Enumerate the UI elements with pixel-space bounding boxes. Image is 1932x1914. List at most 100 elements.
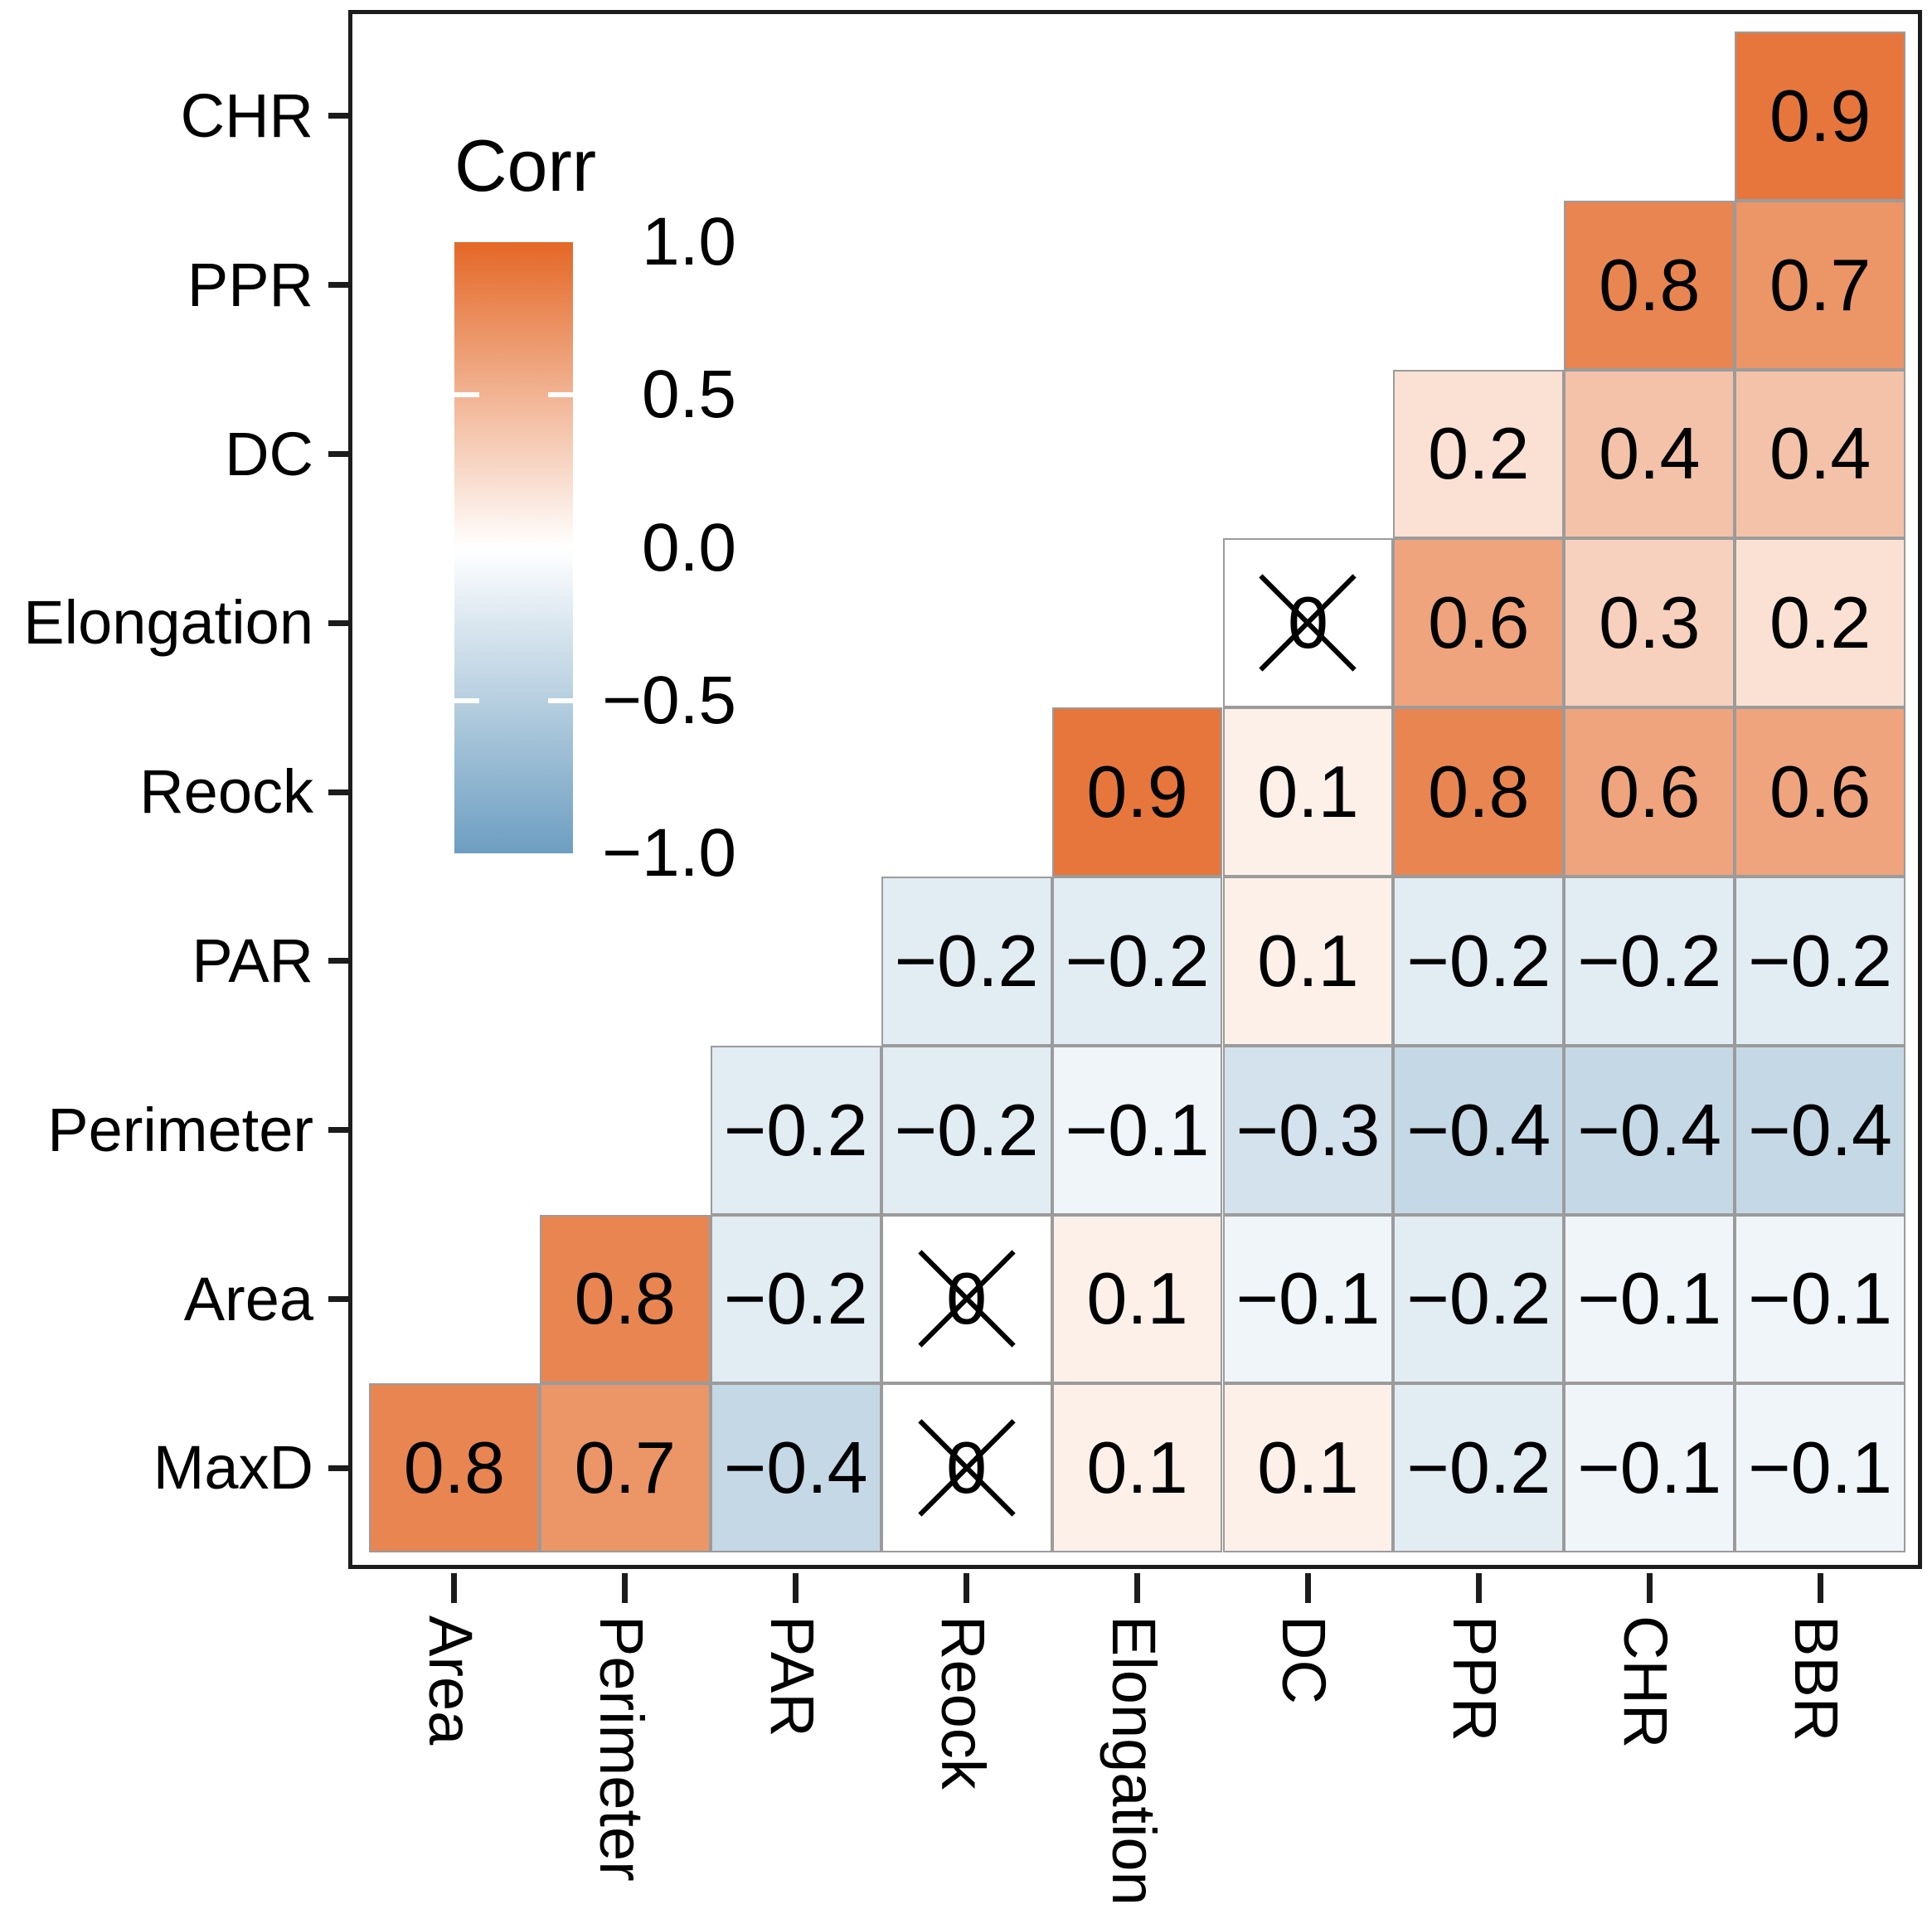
cell-value: −0.2	[723, 1257, 868, 1340]
heatmap-cell-DC-BBR: 0.4	[1735, 369, 1906, 539]
cell-value: 0.4	[1769, 412, 1871, 495]
heatmap-cell-PPR-CHR: 0.8	[1564, 200, 1735, 370]
heatmap-cell-PAR-Elongation: −0.2	[1051, 877, 1223, 1046]
heatmap-cell-Area-Perimeter: 0.8	[539, 1214, 711, 1384]
heatmap-cell-MaxD-DC: 0.1	[1222, 1383, 1394, 1553]
y-axis-tick	[328, 1465, 348, 1471]
y-axis-label-DC: DC	[225, 419, 313, 488]
legend-tick-label: 1.0	[642, 204, 736, 279]
legend-inner-tick	[548, 697, 573, 703]
legend-inner-tick	[454, 697, 479, 703]
cell-value: −0.2	[723, 1088, 868, 1171]
cell-value: 0.9	[1086, 751, 1188, 833]
y-axis-label-PPR: PPR	[187, 250, 313, 319]
cell-value: −0.2	[894, 1088, 1039, 1171]
heatmap-cell-DC-CHR: 0.4	[1564, 369, 1735, 539]
heatmap-cell-Reock-PPR: 0.8	[1393, 707, 1565, 877]
heatmap-cell-Reock-CHR: 0.6	[1564, 707, 1735, 877]
x-axis-label-CHR: CHR	[1611, 1615, 1681, 1749]
cell-value: 0.9	[1769, 74, 1871, 157]
cell-value: −0.2	[1406, 1426, 1551, 1509]
cell-value: 0.1	[1257, 1426, 1359, 1509]
cell-value: −0.3	[1235, 1088, 1381, 1171]
heatmap-cell-PPR-BBR: 0.7	[1735, 200, 1906, 370]
cell-value: 0.6	[1428, 581, 1530, 664]
y-axis-tick	[328, 1127, 348, 1134]
cell-value: −0.4	[1577, 1088, 1722, 1171]
heatmap-cell-MaxD-CHR: −0.1	[1564, 1383, 1735, 1553]
heatmap-cell-Elongation-DC: 0	[1222, 538, 1394, 708]
x-axis-label-PPR: PPR	[1440, 1615, 1510, 1742]
cell-value: 0.7	[1769, 243, 1871, 326]
x-axis-tick	[451, 1573, 458, 1603]
y-axis-label-Reock: Reock	[139, 757, 313, 827]
legend-inner-tick	[454, 392, 479, 398]
x-axis-tick	[622, 1573, 629, 1603]
y-axis-tick	[328, 1296, 348, 1302]
y-axis-tick	[328, 451, 348, 457]
heatmap-cell-Area-DC: −0.1	[1222, 1214, 1394, 1384]
x-axis-label-Area: Area	[415, 1615, 485, 1746]
cell-value: 0.1	[1086, 1426, 1188, 1509]
y-axis-label-MaxD: MaxD	[153, 1433, 313, 1503]
cell-value: 0.1	[1086, 1257, 1188, 1340]
heatmap-cell-MaxD-PAR: −0.4	[710, 1383, 881, 1553]
cell-value: −0.2	[1406, 919, 1551, 1002]
x-axis-label-DC: DC	[1269, 1615, 1339, 1704]
cell-value: −0.1	[1748, 1257, 1892, 1340]
heatmap-cell-Elongation-PPR: 0.6	[1393, 538, 1565, 708]
x-axis-label-Elongation: Elongation	[1099, 1615, 1168, 1906]
cell-value: 0.8	[1428, 751, 1530, 833]
cell-value: 0.6	[1599, 751, 1701, 833]
cell-value: 0.1	[1257, 751, 1359, 833]
cell-value: 0.8	[403, 1426, 506, 1509]
legend-gradient-bar	[454, 242, 573, 853]
heatmap-cell-PAR-CHR: −0.2	[1564, 877, 1735, 1046]
cell-value: 0.2	[1428, 412, 1530, 495]
heatmap-cell-MaxD-Perimeter: 0.7	[539, 1383, 711, 1553]
cell-value: −0.4	[1748, 1088, 1892, 1171]
x-axis-tick	[1475, 1573, 1482, 1603]
cell-value: 0.4	[1599, 412, 1701, 495]
heatmap-cell-PAR-DC: 0.1	[1222, 877, 1394, 1046]
x-axis-label-BBR: BBR	[1782, 1615, 1852, 1742]
cell-value: 0.8	[1599, 243, 1701, 326]
cell-value: 0.1	[1257, 919, 1359, 1002]
legend-title: Corr	[454, 124, 597, 206]
heatmap-cell-Area-PPR: −0.2	[1393, 1214, 1565, 1384]
y-axis-label-Area: Area	[183, 1264, 313, 1333]
y-axis-label-Elongation: Elongation	[23, 588, 313, 658]
cell-value: −0.4	[723, 1426, 868, 1509]
heatmap-cell-Reock-BBR: 0.6	[1735, 707, 1906, 877]
heatmap-cell-Elongation-BBR: 0.2	[1735, 538, 1906, 708]
cell-value: 0.7	[574, 1426, 676, 1509]
x-axis-label-Perimeter: Perimeter	[586, 1615, 656, 1882]
heatmap-cell-PAR-PPR: −0.2	[1393, 877, 1565, 1046]
cell-value: −0.2	[1577, 919, 1722, 1002]
y-axis-label-Perimeter: Perimeter	[47, 1095, 313, 1164]
legend-inner-tick	[548, 392, 573, 398]
x-axis-tick	[1817, 1573, 1823, 1603]
heatmap-cell-MaxD-Reock: 0	[881, 1383, 1052, 1553]
heatmap-cell-Elongation-CHR: 0.3	[1564, 538, 1735, 708]
cell-value: −0.2	[894, 919, 1039, 1002]
x-axis-label-Reock: Reock	[928, 1615, 998, 1790]
heatmap-cell-MaxD-Elongation: 0.1	[1051, 1383, 1223, 1553]
heatmap-cell-Area-Reock: 0	[881, 1214, 1052, 1384]
cell-value: −0.2	[1065, 919, 1210, 1002]
cell-value: −0.2	[1748, 919, 1892, 1002]
heatmap-cell-MaxD-PPR: −0.2	[1393, 1383, 1565, 1553]
cell-value: 0.8	[574, 1257, 676, 1340]
heatmap-cell-DC-PPR: 0.2	[1393, 369, 1565, 539]
x-axis-tick	[1646, 1573, 1653, 1603]
x-axis-tick	[964, 1573, 970, 1603]
cell-value: −0.1	[1235, 1257, 1381, 1340]
heatmap-cell-PAR-BBR: −0.2	[1735, 877, 1906, 1046]
legend-tick-label: −0.5	[602, 662, 736, 738]
heatmap-cell-Perimeter-Reock: −0.2	[881, 1045, 1052, 1215]
heatmap-cell-Area-CHR: −0.1	[1564, 1214, 1735, 1384]
y-axis-label-PAR: PAR	[192, 925, 313, 995]
y-axis-tick	[328, 789, 348, 795]
heatmap-cell-MaxD-BBR: −0.1	[1735, 1383, 1906, 1553]
